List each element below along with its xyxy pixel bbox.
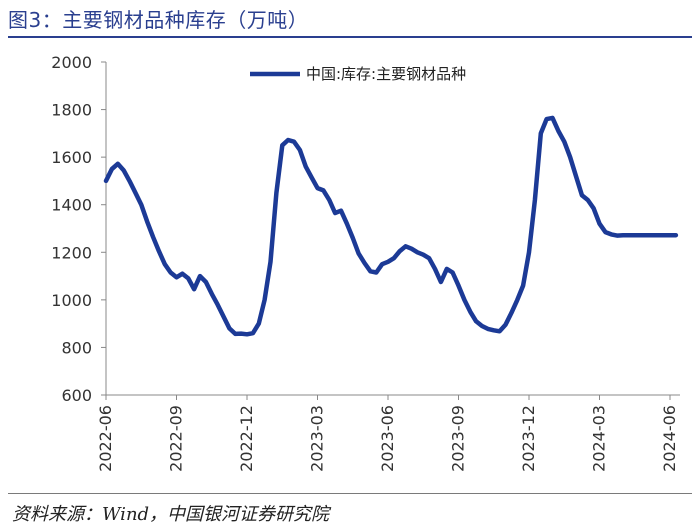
x-tick-label: 2023-03 (308, 405, 327, 472)
title-divider (8, 36, 692, 38)
source-divider (8, 493, 692, 494)
x-tick-label: 2023-06 (378, 405, 397, 472)
x-tick-label: 2022-12 (237, 405, 256, 472)
x-tick-label: 2024-06 (660, 405, 679, 472)
x-tick-label: 2022-06 (96, 405, 115, 472)
y-tick-label: 1800 (51, 101, 92, 120)
series-line (103, 115, 679, 337)
source-note: 资料来源：Wind，中国银河证券研究院 (12, 504, 330, 525)
x-tick-label: 2024-03 (590, 405, 609, 472)
y-tick-label: 1000 (51, 291, 92, 310)
x-tick-label: 2022-09 (167, 405, 186, 472)
y-axis: 600 800 1000 1200 1400 1600 1800 2000 (51, 53, 107, 405)
y-tick-label: 1200 (51, 243, 92, 262)
series-layer (103, 115, 679, 337)
y-tick-label: 600 (61, 386, 92, 405)
x-tick-label: 2023-09 (449, 405, 468, 472)
legend: 中国:库存:主要钢材品种 (250, 65, 466, 83)
x-axis: 2022-06 2022-09 2022-12 2023-03 2023-06 2023-… (96, 394, 680, 472)
legend-label: 中国:库存:主要钢材品种 (306, 65, 466, 83)
y-tick-label: 2000 (51, 53, 92, 72)
x-tick-label: 2023-12 (519, 405, 538, 472)
y-tick-label: 1400 (51, 196, 92, 215)
y-tick-label: 1600 (51, 148, 92, 167)
y-tick-label: 800 (61, 338, 92, 357)
figure-title: 图3：主要钢材品种库存（万吨） (8, 8, 309, 32)
